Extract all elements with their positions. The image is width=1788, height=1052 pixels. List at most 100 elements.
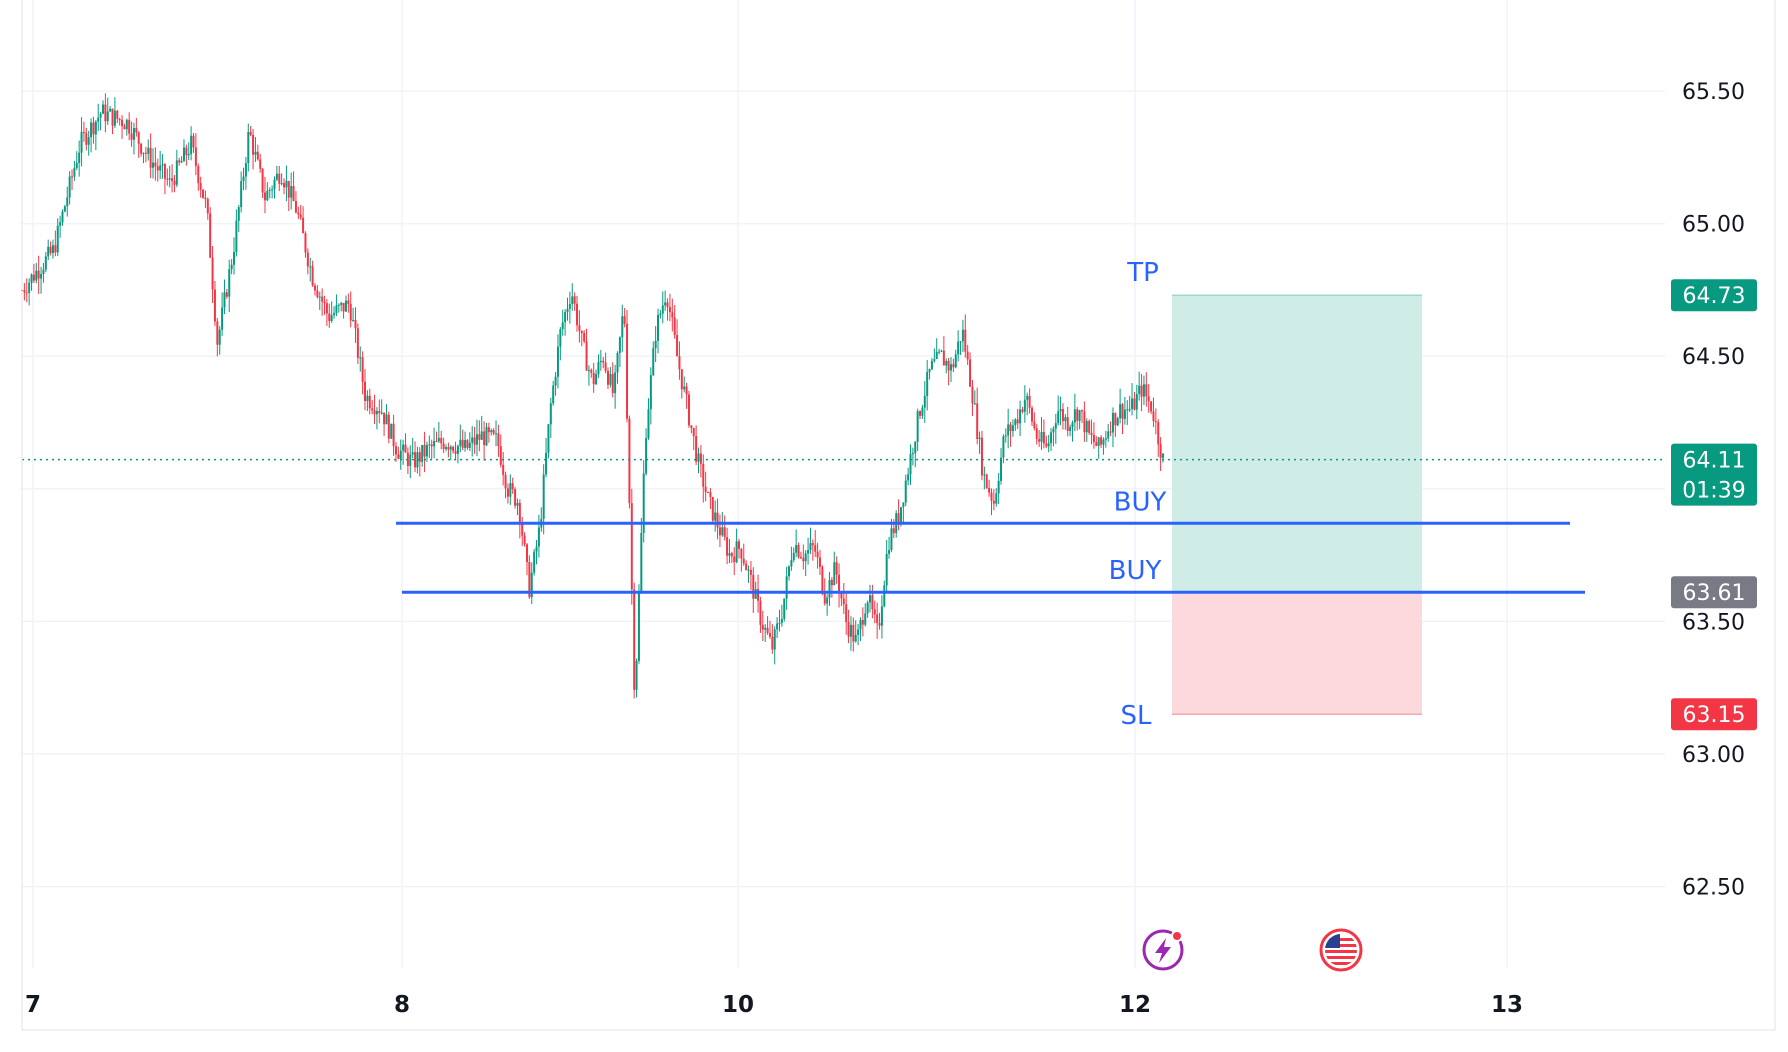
- chart-labels: BUY BUY TP SL: [1109, 258, 1167, 731]
- candle-body: [199, 183, 202, 190]
- candle-body: [218, 329, 221, 345]
- tp-price-badge[interactable]: [1671, 279, 1757, 312]
- lightning-icon[interactable]: [1142, 929, 1184, 971]
- candle-body: [254, 151, 257, 155]
- candle-body: [735, 541, 738, 563]
- candle-body: [159, 165, 162, 171]
- candle-body: [371, 408, 374, 411]
- candle-body: [1095, 442, 1098, 446]
- candle-body: [911, 453, 914, 455]
- candle-body: [280, 183, 283, 185]
- candle-body: [475, 434, 478, 445]
- candle-body: [1150, 401, 1153, 412]
- candle-body: [364, 381, 367, 401]
- candle-body: [861, 619, 864, 625]
- candle-body: [985, 474, 988, 488]
- candle-body: [1102, 439, 1105, 445]
- candle-body: [606, 370, 609, 385]
- candle-body: [1023, 399, 1026, 412]
- candle-body: [1047, 443, 1050, 447]
- candle-body: [816, 551, 819, 558]
- entry-price-badge[interactable]: [1671, 576, 1757, 609]
- candle-body: [604, 362, 607, 371]
- candle-body: [337, 305, 340, 307]
- candle-body: [385, 414, 388, 425]
- candle-body: [409, 454, 412, 466]
- candle-body: [716, 512, 719, 528]
- candle-body: [978, 437, 981, 440]
- us-flag-icon[interactable]: [1319, 928, 1363, 972]
- candle-body: [454, 451, 457, 454]
- candle-body: [202, 189, 205, 198]
- candle-body: [490, 430, 493, 433]
- candle-body: [421, 444, 424, 462]
- candle-body: [459, 439, 462, 446]
- candle-body: [857, 629, 860, 635]
- candle-body: [194, 147, 197, 167]
- candle-body: [795, 545, 798, 553]
- current-price-badge[interactable]: [1671, 443, 1757, 506]
- candle-body: [547, 424, 550, 453]
- candle-body: [347, 300, 350, 304]
- candle-body: [587, 369, 590, 371]
- candle-body: [1066, 417, 1069, 431]
- candle-body: [1114, 412, 1117, 426]
- candle-body: [1026, 395, 1029, 400]
- candle-body: [768, 633, 771, 637]
- candle-body: [1081, 410, 1084, 412]
- candle-body: [1002, 436, 1005, 458]
- candle-body: [745, 563, 748, 571]
- candle-body: [888, 550, 891, 554]
- stop-loss-zone[interactable]: [1172, 592, 1422, 715]
- candle-body: [976, 403, 979, 440]
- candle-body: [802, 558, 805, 562]
- candle-body: [842, 598, 845, 605]
- candle-body: [992, 500, 995, 504]
- candle-body: [645, 438, 648, 474]
- position-zones[interactable]: [1172, 294, 1422, 715]
- candle-body: [185, 147, 188, 156]
- candle-body: [344, 300, 347, 312]
- candle-body: [230, 264, 233, 270]
- candle-body: [125, 119, 128, 130]
- candle-body: [311, 266, 314, 286]
- candle-body: [273, 179, 276, 190]
- candle-body: [466, 440, 469, 448]
- candle-body: [390, 423, 393, 439]
- candle-body: [225, 292, 228, 297]
- candle-body: [1028, 395, 1031, 408]
- candle-body: [659, 313, 662, 315]
- sl-price-badge[interactable]: [1671, 698, 1757, 731]
- candle-body: [416, 452, 419, 468]
- candle-body: [759, 600, 762, 625]
- candle-body: [28, 282, 31, 293]
- candle-body: [504, 474, 507, 489]
- candle-body: [66, 197, 69, 207]
- candle-body: [404, 444, 407, 453]
- candle-body: [1111, 412, 1114, 433]
- candle-body: [549, 403, 552, 425]
- candle-body: [42, 269, 45, 275]
- take-profit-zone[interactable]: [1172, 295, 1422, 593]
- candle-body: [792, 552, 795, 561]
- candle-body: [80, 131, 83, 153]
- candle-body: [340, 302, 343, 306]
- horizontal-lines[interactable]: [22, 458, 1665, 594]
- candle-body: [244, 163, 247, 177]
- candle-body: [352, 319, 355, 321]
- sl-price-badge-text: 63.15: [1683, 703, 1746, 728]
- candle-body: [478, 434, 481, 440]
- candle-body: [635, 660, 638, 690]
- candle-body: [733, 556, 736, 563]
- candle-body: [1059, 409, 1062, 412]
- candle-body: [373, 410, 376, 415]
- candle-body: [699, 453, 702, 464]
- candle-body: [1121, 404, 1124, 419]
- x-tick-label: 13: [1491, 992, 1523, 1018]
- candle-body: [302, 217, 305, 234]
- candle-body: [704, 486, 707, 493]
- candle-body: [754, 589, 757, 599]
- x-tick-label: 7: [25, 992, 41, 1018]
- axes: 65.50 65.00 64.50 63.50 63.00 62.50 7 8 10 12 13 64…: [21, 0, 1776, 1031]
